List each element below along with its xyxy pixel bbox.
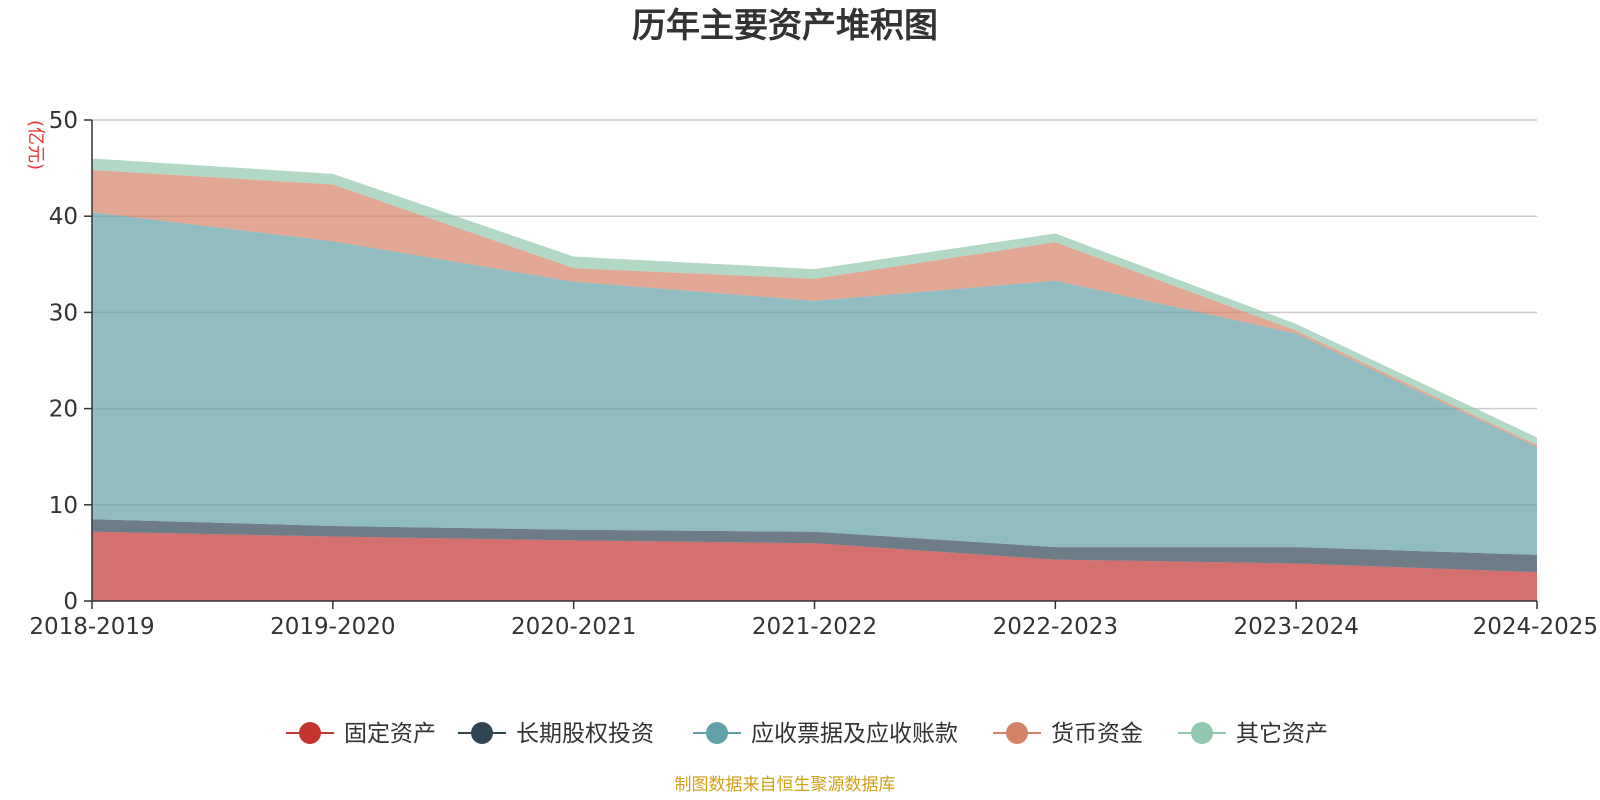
y-tick-label: 20	[49, 397, 78, 423]
chart-title: 历年主要资产堆积图	[632, 6, 938, 46]
x-tick-label: 2018-2019	[29, 614, 154, 640]
legend-item-1[interactable]: 固定资产	[286, 721, 436, 747]
y-tick-label: 0	[63, 589, 78, 615]
x-tick-label: 2023-2024	[1233, 614, 1358, 640]
x-tick-label: 2019-2020	[270, 614, 395, 640]
area-series-2	[92, 519, 1537, 573]
x-tick-label: 2020-2021	[511, 614, 636, 640]
y-tick-label: 30	[49, 300, 78, 326]
legend-item-2[interactable]: 长期股权投资	[458, 721, 654, 747]
legend-marker	[1191, 722, 1213, 744]
legend-marker	[471, 722, 493, 744]
legend-item-4[interactable]: 货币资金	[993, 721, 1143, 747]
x-tick-label: 2021-2022	[752, 614, 877, 640]
area-series-4	[92, 170, 1537, 448]
legend-label: 固定资产	[344, 721, 436, 747]
legend-label: 长期股权投资	[516, 721, 654, 747]
legend-item-3[interactable]: 应收票据及应收账款	[693, 721, 958, 747]
legend-label: 应收票据及应收账款	[751, 721, 958, 747]
area-series-1	[92, 531, 1537, 601]
source-note: 制图数据来自恒生聚源数据库	[675, 775, 896, 795]
y-tick-label: 40	[49, 204, 78, 230]
y-tick-label: 50	[49, 108, 78, 134]
y-tick-label: 10	[49, 493, 78, 519]
y-axis-unit: (亿元)	[25, 120, 46, 170]
legend-marker	[1006, 722, 1028, 744]
legend-marker	[706, 722, 728, 744]
legend: 固定资产 长期股权投资 应收票据及应收账款 货币资金 其它资产	[286, 721, 1328, 747]
area-series-group	[92, 158, 1537, 601]
x-tick-label: 2022-2023	[993, 614, 1118, 640]
area-series-3	[92, 212, 1537, 555]
legend-label: 货币资金	[1051, 721, 1143, 747]
legend-item-5[interactable]: 其它资产	[1178, 721, 1328, 747]
legend-marker	[299, 722, 321, 744]
x-tick-label: 2024-2025	[1473, 614, 1598, 640]
axes: 0 10 20 30 40 50 2018-2019 2019-2020 2020-2021 20…	[29, 108, 1598, 640]
legend-label: 其它资产	[1236, 721, 1328, 747]
